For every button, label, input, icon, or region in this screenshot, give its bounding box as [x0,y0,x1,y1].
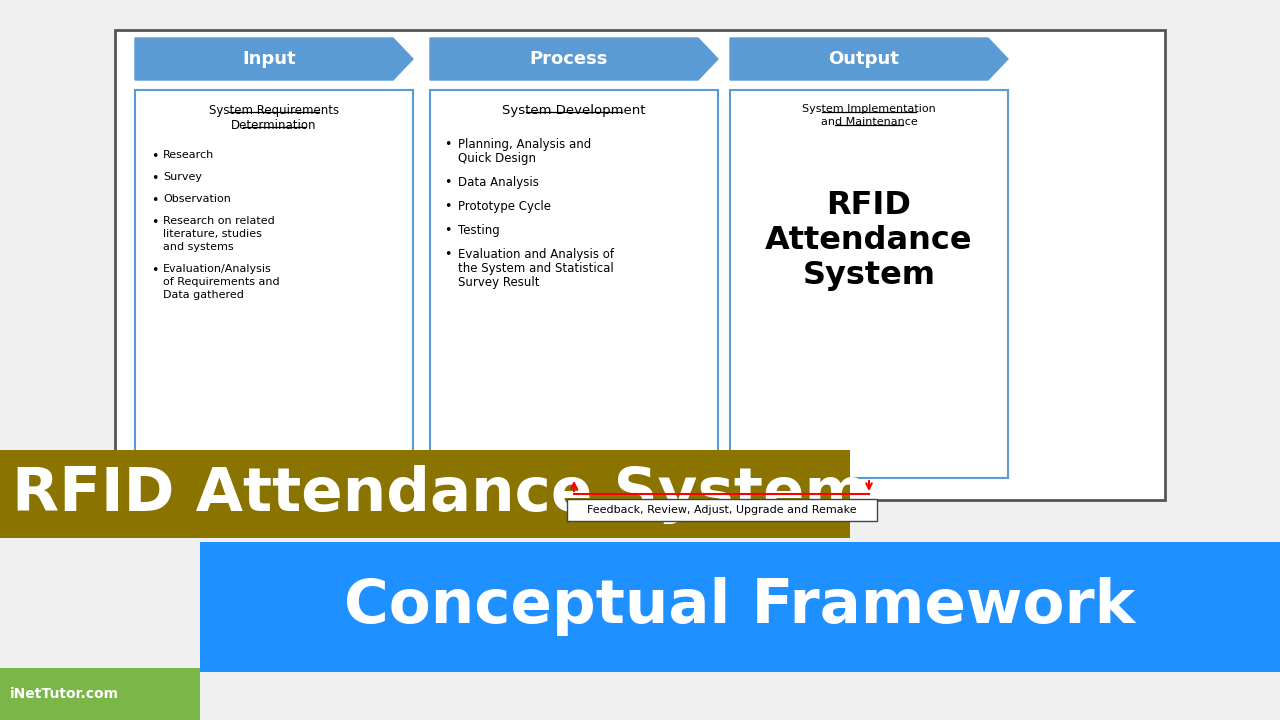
Text: Research on related: Research on related [163,216,275,226]
Text: Testing: Testing [458,224,499,237]
FancyBboxPatch shape [567,499,877,521]
Text: •: • [444,176,452,189]
Text: •: • [151,216,159,229]
Text: Data gathered: Data gathered [163,290,244,300]
Text: literature, studies: literature, studies [163,229,262,239]
Text: the System and Statistical: the System and Statistical [458,262,613,275]
FancyBboxPatch shape [0,668,200,720]
FancyBboxPatch shape [0,450,850,538]
Text: System Development: System Development [502,104,645,117]
Text: Feedback, Review, Adjust, Upgrade and Remake: Feedback, Review, Adjust, Upgrade and Re… [586,505,856,515]
Text: •: • [151,150,159,163]
Text: Output: Output [828,50,900,68]
Text: Evaluation/Analysis: Evaluation/Analysis [163,264,271,274]
Text: •: • [444,138,452,151]
Text: Conceptual Framework: Conceptual Framework [344,577,1135,636]
Text: RFID: RFID [827,190,911,221]
Text: Observation: Observation [163,194,230,204]
Text: Prototype Cycle: Prototype Cycle [458,200,550,213]
FancyBboxPatch shape [430,90,718,478]
Text: iNetTutor.com: iNetTutor.com [10,687,119,701]
Text: Data Analysis: Data Analysis [458,176,539,189]
Polygon shape [730,38,1009,80]
Text: System Implementation: System Implementation [803,104,936,114]
Polygon shape [430,38,718,80]
FancyBboxPatch shape [200,542,1280,672]
Text: •: • [444,200,452,213]
Text: Planning, Analysis and: Planning, Analysis and [458,138,591,151]
Polygon shape [134,38,413,80]
FancyBboxPatch shape [115,30,1165,500]
Text: Survey: Survey [163,172,202,182]
Text: System Requirements: System Requirements [209,104,339,117]
Text: of Requirements and: of Requirements and [163,277,279,287]
Text: System: System [803,260,936,291]
Text: and Maintenance: and Maintenance [820,117,918,127]
Text: Attendance: Attendance [765,225,973,256]
Text: Process: Process [530,50,608,68]
Text: and systems: and systems [163,242,234,252]
Text: •: • [444,248,452,261]
Text: •: • [151,264,159,277]
FancyBboxPatch shape [730,90,1009,478]
Text: Input: Input [242,50,296,68]
Text: Quick Design: Quick Design [458,152,536,165]
Text: Research: Research [163,150,214,160]
Text: RFID Attendance System: RFID Attendance System [12,464,868,523]
Text: •: • [151,194,159,207]
FancyBboxPatch shape [134,90,413,478]
Text: Evaluation and Analysis of: Evaluation and Analysis of [458,248,614,261]
Text: •: • [151,172,159,185]
Text: •: • [444,224,452,237]
Text: Determination: Determination [232,119,316,132]
Text: Survey Result: Survey Result [458,276,539,289]
